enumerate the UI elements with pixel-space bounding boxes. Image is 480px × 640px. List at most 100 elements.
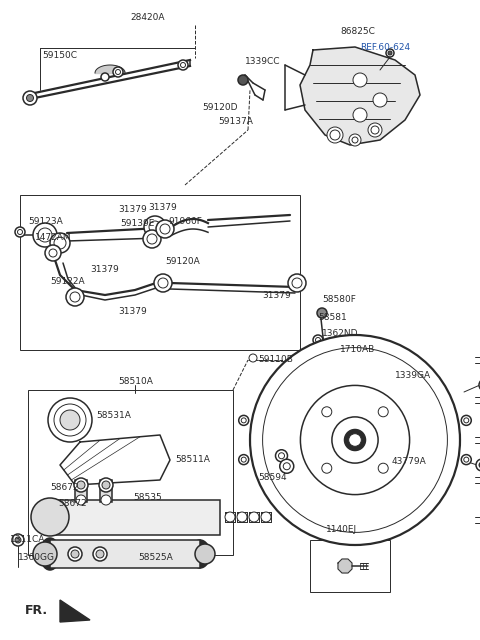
Circle shape xyxy=(149,221,161,233)
Text: 86825C: 86825C xyxy=(340,28,375,36)
Bar xyxy=(20,195,300,350)
Circle shape xyxy=(102,481,110,489)
Circle shape xyxy=(99,478,113,492)
Text: 58510A: 58510A xyxy=(118,378,153,387)
Circle shape xyxy=(317,308,327,318)
Bar xyxy=(28,390,233,555)
Circle shape xyxy=(336,371,344,378)
Text: 59137A: 59137A xyxy=(218,118,253,127)
Circle shape xyxy=(479,462,480,468)
Circle shape xyxy=(158,278,168,288)
Text: 1472AM: 1472AM xyxy=(35,234,72,243)
Polygon shape xyxy=(338,559,352,573)
Text: 59139E: 59139E xyxy=(120,220,155,228)
Circle shape xyxy=(288,274,306,292)
Circle shape xyxy=(38,228,52,242)
Circle shape xyxy=(15,227,25,237)
Circle shape xyxy=(60,410,80,430)
Circle shape xyxy=(48,398,92,442)
Circle shape xyxy=(348,434,361,446)
Circle shape xyxy=(33,223,57,247)
Circle shape xyxy=(353,108,367,122)
Text: 58672: 58672 xyxy=(50,483,79,493)
Circle shape xyxy=(143,230,161,248)
Circle shape xyxy=(464,418,469,423)
Circle shape xyxy=(292,278,302,288)
Circle shape xyxy=(147,234,157,244)
Circle shape xyxy=(33,542,57,566)
Circle shape xyxy=(113,67,123,77)
Circle shape xyxy=(352,137,358,143)
Circle shape xyxy=(239,415,249,426)
Ellipse shape xyxy=(40,538,60,570)
Circle shape xyxy=(327,127,343,143)
Text: 31379: 31379 xyxy=(90,266,119,275)
Polygon shape xyxy=(60,600,90,622)
Text: 58581: 58581 xyxy=(318,314,347,323)
Text: 1710AB: 1710AB xyxy=(340,346,375,355)
Text: 58525A: 58525A xyxy=(138,554,173,563)
Circle shape xyxy=(225,512,235,522)
Text: 1339GA: 1339GA xyxy=(395,371,431,380)
Circle shape xyxy=(154,274,172,292)
Text: 31379: 31379 xyxy=(118,307,147,317)
Circle shape xyxy=(66,288,84,306)
Bar xyxy=(50,500,220,535)
Circle shape xyxy=(464,457,469,462)
Circle shape xyxy=(17,230,23,234)
Text: 58580F: 58580F xyxy=(322,296,356,305)
Circle shape xyxy=(371,126,379,134)
Circle shape xyxy=(263,348,447,532)
Circle shape xyxy=(479,379,480,391)
Circle shape xyxy=(15,537,21,543)
Bar xyxy=(100,480,112,502)
Circle shape xyxy=(50,233,70,253)
Text: 59123A: 59123A xyxy=(28,218,63,227)
Text: 31379: 31379 xyxy=(148,204,177,212)
Circle shape xyxy=(313,356,317,360)
Text: 59110B: 59110B xyxy=(258,355,293,365)
Bar xyxy=(75,480,87,502)
Circle shape xyxy=(74,478,88,492)
Circle shape xyxy=(322,463,332,473)
Circle shape xyxy=(388,51,392,55)
Text: 1339CC: 1339CC xyxy=(245,58,280,67)
Text: 31379: 31379 xyxy=(118,205,147,214)
Circle shape xyxy=(249,512,259,522)
Circle shape xyxy=(238,75,248,85)
Circle shape xyxy=(378,463,388,473)
Circle shape xyxy=(241,457,246,462)
Circle shape xyxy=(68,547,82,561)
Text: 1362ND: 1362ND xyxy=(322,330,359,339)
Circle shape xyxy=(239,454,249,465)
Text: 59120D: 59120D xyxy=(202,104,238,113)
Circle shape xyxy=(280,460,294,473)
Circle shape xyxy=(461,454,471,465)
Circle shape xyxy=(237,512,247,522)
Circle shape xyxy=(249,354,257,362)
Circle shape xyxy=(195,544,215,564)
Circle shape xyxy=(76,495,86,505)
Circle shape xyxy=(315,337,321,342)
Circle shape xyxy=(180,63,185,67)
Text: 91960F: 91960F xyxy=(168,218,202,227)
Circle shape xyxy=(45,245,61,261)
Bar xyxy=(50,540,200,568)
Circle shape xyxy=(311,354,319,362)
Circle shape xyxy=(345,429,365,451)
Circle shape xyxy=(144,216,166,238)
Text: 43779A: 43779A xyxy=(392,458,427,467)
Text: 58535: 58535 xyxy=(133,493,162,502)
Circle shape xyxy=(71,550,79,558)
Circle shape xyxy=(93,547,107,561)
Circle shape xyxy=(241,418,246,423)
Circle shape xyxy=(349,134,361,146)
Circle shape xyxy=(101,73,109,81)
Circle shape xyxy=(300,385,409,495)
Circle shape xyxy=(313,335,323,345)
Text: 59120A: 59120A xyxy=(165,257,200,266)
Circle shape xyxy=(26,95,34,102)
Polygon shape xyxy=(300,47,420,145)
Circle shape xyxy=(54,404,86,436)
Circle shape xyxy=(116,70,120,74)
